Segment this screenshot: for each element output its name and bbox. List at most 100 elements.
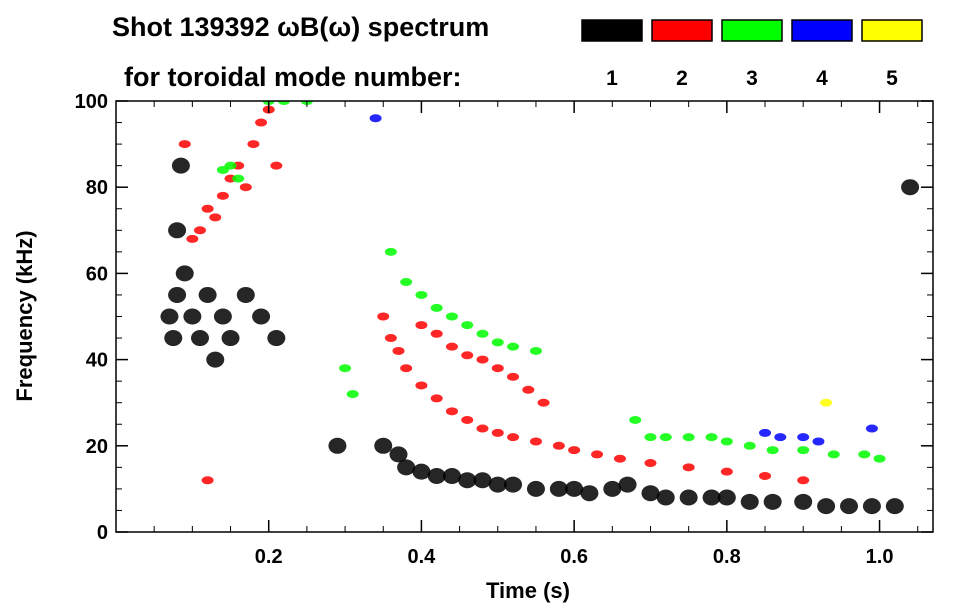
mode-1-mark: [427, 467, 446, 484]
mode-2-mark: [476, 424, 489, 433]
mode-2-mark: [529, 437, 542, 446]
mode-3-mark: [476, 329, 489, 338]
mode-1-mark: [328, 437, 347, 454]
mode-1-mark: [175, 265, 194, 282]
mode-2-mark: [201, 476, 214, 485]
mode-1-mark: [412, 463, 431, 480]
mode-4-mark: [797, 433, 810, 442]
mode-1-mark: [679, 489, 698, 506]
mode-2-mark: [507, 372, 520, 381]
mode-3-mark: [682, 433, 695, 442]
mode-3-mark: [705, 433, 718, 442]
mode-3-mark: [445, 312, 458, 321]
mode-1-mark: [549, 480, 568, 497]
mode-1-mark: [618, 476, 637, 493]
mode-2-mark: [537, 398, 550, 407]
mode-1-mark: [901, 179, 920, 196]
mode-2-mark: [461, 415, 474, 424]
y-tick-label: 100: [75, 91, 108, 113]
legend-swatch-1: [581, 19, 643, 42]
mode-2-mark: [270, 161, 283, 170]
mode-2-mark: [384, 334, 397, 343]
mode-1-mark: [885, 498, 904, 515]
legend-swatch-4: [791, 19, 853, 42]
x-tick-label: 1.0: [866, 546, 894, 568]
mode-1-mark: [794, 493, 813, 510]
mode-1-mark: [164, 330, 183, 347]
mode-3-mark: [720, 437, 733, 446]
mode-3-mark: [224, 161, 237, 170]
mode-2-mark: [759, 471, 772, 480]
mode-3-mark: [873, 454, 886, 463]
mode-1-mark: [565, 480, 584, 497]
mode-1-mark: [397, 459, 416, 476]
mode-1-mark: [473, 472, 492, 489]
mode-2-mark: [430, 394, 443, 403]
mode-3-mark: [277, 101, 290, 105]
mode-1-mark: [817, 498, 836, 515]
mode-4-mark: [759, 428, 772, 437]
mode-2-mark: [193, 226, 206, 235]
mode-1-mark: [198, 286, 217, 303]
y-tick-label: 80: [86, 177, 108, 199]
mode-1-mark: [213, 308, 232, 325]
mode-3-mark: [430, 303, 443, 312]
mode-2-mark: [720, 467, 733, 476]
mode-2-mark: [445, 342, 458, 351]
mode-2-mark: [201, 204, 214, 213]
mode-3-mark: [384, 247, 397, 256]
chart-title-line1: Shot 139392 ωB(ω) spectrum: [112, 12, 489, 42]
mode-2-mark: [415, 321, 428, 330]
mode-1-mark: [168, 222, 187, 239]
mode-1-mark: [168, 286, 187, 303]
legend-swatch-5: [861, 19, 923, 42]
spectrum-marks: [160, 101, 920, 515]
legend-label-3: 3: [746, 67, 758, 90]
x-tick-label: 0.8: [713, 546, 741, 568]
mode-3-mark: [339, 364, 352, 373]
mode-1-mark: [442, 467, 461, 484]
mode-2-mark: [209, 213, 222, 222]
mode-2-mark: [568, 446, 581, 455]
mode-3-mark: [400, 278, 413, 287]
mode-1-mark: [641, 485, 660, 502]
mode-3-mark: [766, 446, 779, 455]
mode-2-mark: [491, 428, 504, 437]
mode-4-mark: [812, 437, 825, 446]
mode-3-mark: [629, 415, 642, 424]
mode-2-mark: [552, 441, 565, 450]
legend-label-4: 4: [816, 67, 828, 90]
mode-3-mark: [743, 441, 756, 450]
mode-1-mark: [526, 480, 545, 497]
mode-1-mark: [717, 489, 736, 506]
mode-1-mark: [389, 446, 408, 463]
mode-2-mark: [461, 351, 474, 360]
mode-2-mark: [178, 140, 191, 149]
mode-2-mark: [445, 407, 458, 416]
mode-3-mark: [507, 342, 520, 351]
mode-2-mark: [476, 355, 489, 364]
mode-2-mark: [644, 459, 657, 468]
mode-1-mark: [656, 489, 675, 506]
mode-2-mark: [507, 433, 520, 442]
mode-3-mark: [797, 446, 810, 455]
mode-4-mark: [774, 433, 787, 442]
mode-1-mark: [236, 286, 255, 303]
mode-1-mark: [252, 308, 271, 325]
mode-1-mark: [171, 157, 190, 174]
mode-2-mark: [239, 183, 252, 192]
y-tick-label: 60: [86, 263, 108, 285]
mode-3-mark: [858, 450, 871, 459]
mode-1-mark: [221, 330, 240, 347]
mode-1-mark: [374, 437, 393, 454]
mode-1-mark: [458, 472, 477, 489]
legend: 1 2 3 4 5: [581, 19, 923, 90]
mode-5-mark: [820, 398, 833, 407]
mode-3-mark: [415, 290, 428, 299]
mode-3-mark: [827, 450, 840, 459]
mode-2-mark: [186, 234, 199, 243]
mode-4-mark: [865, 424, 878, 433]
y-tick-label: 40: [86, 350, 108, 372]
mode-1-mark: [504, 476, 523, 493]
mode-1-mark: [763, 493, 782, 510]
